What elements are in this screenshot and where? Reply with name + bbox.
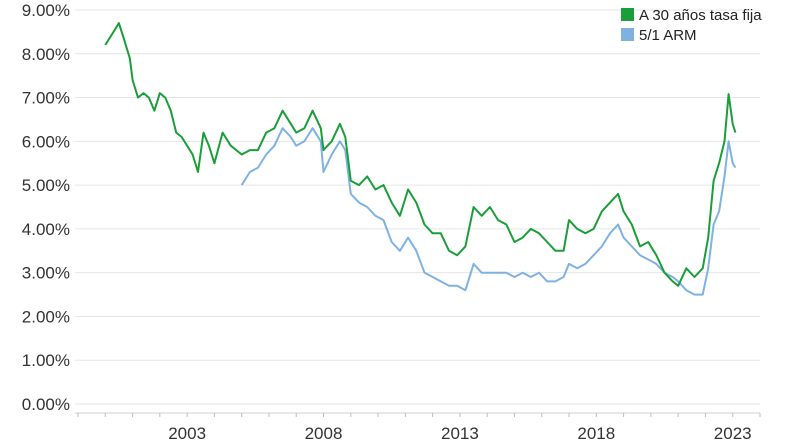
y-tick-label: 1.00% bbox=[22, 351, 70, 370]
x-tick-label: 2018 bbox=[577, 424, 615, 442]
legend-label-fixed-30: A 30 años tasa fija bbox=[639, 7, 762, 24]
x-axis: 2003 2008 2013 2018 2023 bbox=[75, 412, 761, 442]
y-tick-label: 7.00% bbox=[22, 89, 70, 108]
y-axis: 0.00% 1.00% 2.00% 3.00% 4.00% 5.00% 6.00% 7.00%… bbox=[22, 1, 70, 414]
x-tick-label: 2008 bbox=[305, 424, 343, 442]
x-tick-label: 2013 bbox=[441, 424, 479, 442]
series-line-arm bbox=[240, 127, 737, 296]
series bbox=[104, 22, 737, 296]
legend-swatch-fixed-30 bbox=[621, 8, 634, 21]
gridlines bbox=[75, 9, 760, 405]
y-tick-label: 9.00% bbox=[22, 1, 70, 20]
legend-swatch-arm bbox=[621, 28, 634, 41]
y-tick-label: 5.00% bbox=[22, 176, 70, 195]
y-tick-label: 4.00% bbox=[22, 220, 70, 239]
x-tick-label: 2023 bbox=[714, 424, 752, 442]
legend-label-arm: 5/1 ARM bbox=[639, 27, 697, 44]
series-line-fixed-30 bbox=[104, 22, 737, 287]
y-tick-label: 6.00% bbox=[22, 132, 70, 151]
y-tick-label: 3.00% bbox=[22, 264, 70, 283]
y-tick-label: 2.00% bbox=[22, 307, 70, 326]
x-tick-label: 2003 bbox=[168, 424, 206, 442]
legend: A 30 años tasa fija 5/1 ARM bbox=[621, 7, 762, 44]
y-tick-label: 0.00% bbox=[22, 395, 70, 414]
y-tick-label: 8.00% bbox=[22, 45, 70, 64]
